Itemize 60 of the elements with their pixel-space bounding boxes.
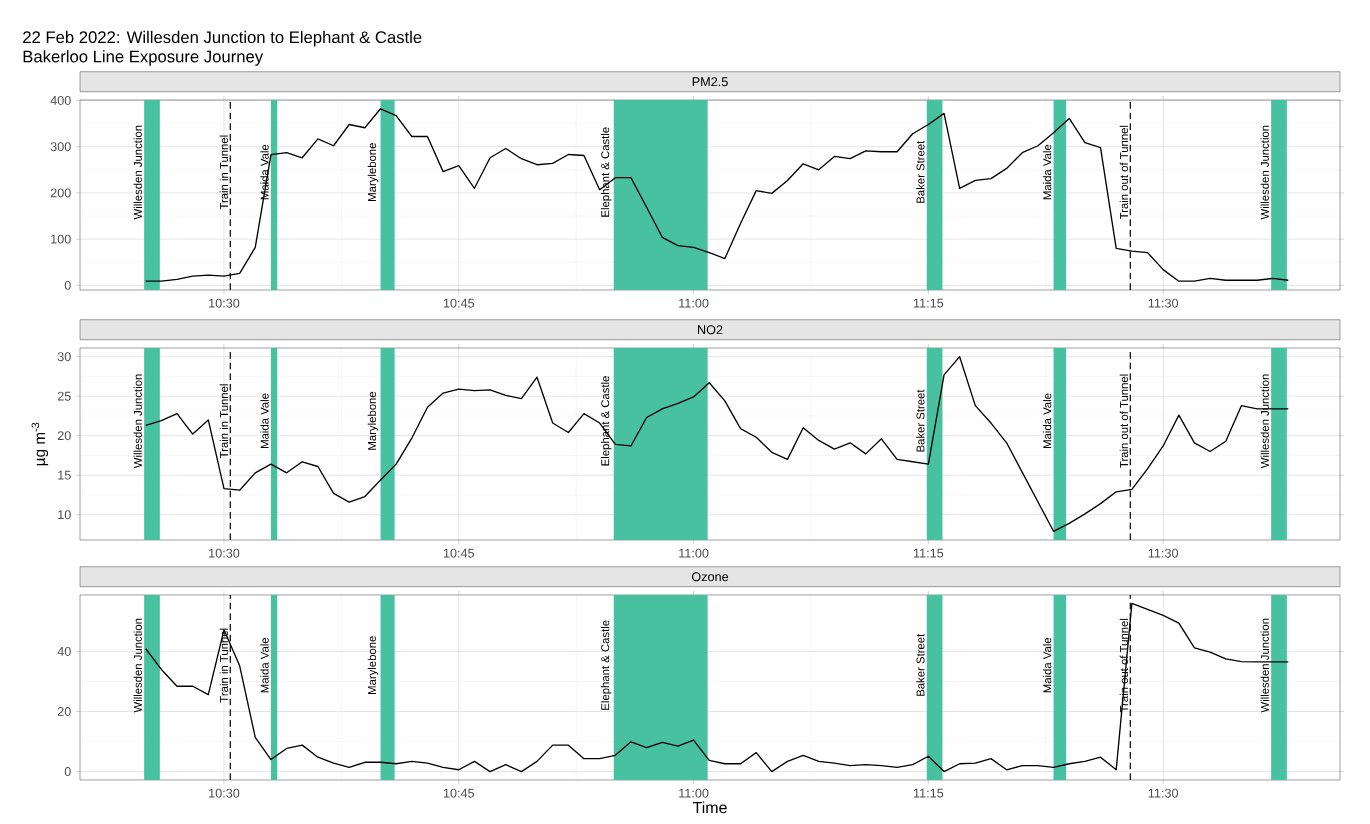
- y-tick-label: 20: [57, 431, 71, 441]
- band-label: Maida Vale: [1042, 393, 1052, 448]
- chart-subtitle: Bakerloo Line Exposure Journey: [23, 50, 264, 66]
- band-label: Elephant & Castle: [600, 376, 612, 466]
- y-tick-label: 40: [57, 646, 71, 656]
- band-label: Maida Vale: [260, 393, 269, 448]
- band-label: Elephant & Castle: [600, 127, 612, 217]
- chart-title: 22 Feb 2022: Willesden Junction to Elephant & Castle: [23, 30, 422, 47]
- band-label: Marylebone: [367, 143, 379, 201]
- y-tick-label: 0: [64, 280, 71, 290]
- y-tick-label: 10: [58, 510, 71, 520]
- band-label: Willesden Junction: [133, 374, 142, 469]
- ref-line-label: Train in Tunnel: [219, 384, 229, 459]
- y-tick-label: 200: [50, 188, 71, 198]
- band-label: Baker Street: [916, 633, 925, 696]
- band-label: Maida Vale: [1042, 144, 1052, 200]
- band-label: Willesden Junction: [1260, 374, 1269, 469]
- x-tick-label: 10:45: [443, 548, 475, 558]
- x-tick-label: 10:30: [209, 788, 240, 798]
- band-label: Marylebone: [367, 636, 379, 694]
- y-tick-label: 100: [51, 234, 71, 244]
- x-tick-label: 11:00: [679, 788, 709, 798]
- y-tick-label: 15: [58, 470, 71, 480]
- band-label: Maida Vale: [260, 637, 269, 693]
- band-label: Elephant & Castle: [600, 620, 612, 710]
- band-label: Baker Street: [916, 140, 925, 203]
- band-label: Willesden Junction: [1260, 125, 1269, 220]
- x-axis-title: Time: [692, 801, 727, 814]
- y-tick-label: 300: [50, 142, 71, 152]
- x-tick-label: 11:15: [913, 788, 944, 798]
- x-tick-label: 10:45: [443, 298, 475, 308]
- x-tick-label: 11:30: [1148, 298, 1179, 308]
- y-tick-label: 0: [64, 767, 71, 777]
- ref-line-label: Train out of Tunnel: [1119, 374, 1129, 468]
- x-tick-label: 11:30: [1148, 548, 1179, 558]
- text: NO2: [698, 325, 723, 335]
- text: PM2.5: [692, 77, 728, 87]
- x-tick-label: 11:30: [1148, 788, 1179, 798]
- y-axis-title: µg m$^{-3}$: [31, 422, 49, 466]
- band-label: Willesden Junction: [133, 125, 142, 220]
- y-tick-label: 30: [57, 352, 71, 362]
- x-tick-label: 11:15: [913, 298, 944, 308]
- x-tick-label: 11:00: [679, 298, 709, 308]
- y-tick-label: 20: [57, 707, 71, 716]
- band-label: Baker Street: [916, 389, 925, 452]
- x-tick-label: 11:15: [913, 548, 944, 558]
- x-tick-label: 10:30: [209, 548, 240, 558]
- band-label: Willesden Junction: [133, 618, 142, 713]
- ref-line-label: Train in Tunnel: [219, 135, 229, 210]
- x-tick-label: 10:45: [443, 788, 475, 798]
- x-tick-label: 11:00: [679, 548, 709, 558]
- band-label: Maida Vale: [1042, 637, 1052, 693]
- y-tick-label: 400: [50, 95, 71, 105]
- ref-line-label: Train in Tunnel: [219, 628, 229, 703]
- text: Ozone: [691, 572, 729, 582]
- band-label: Marylebone: [367, 391, 379, 450]
- band-label: Willesden Junction: [1260, 618, 1269, 713]
- x-tick-label: 10:30: [209, 298, 240, 308]
- ref-line-label: Train out of Tunnel: [1119, 125, 1129, 220]
- y-tick-label: 25: [57, 391, 71, 401]
